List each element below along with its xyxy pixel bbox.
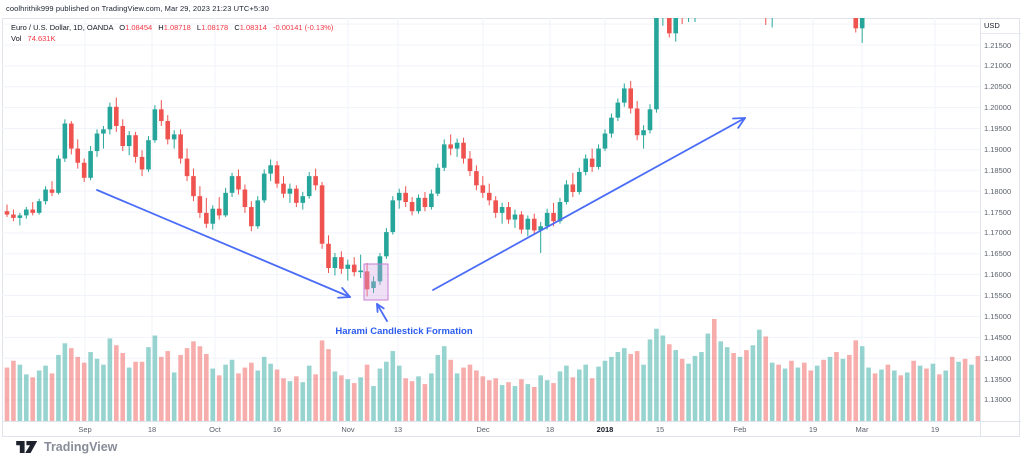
time-tick-label: 15 <box>655 425 665 434</box>
volume-label: Vol <box>11 34 22 43</box>
price-tick-label: 1.21000 <box>984 61 1012 71</box>
chart-widget-frame <box>2 18 1020 437</box>
time-axis-divider <box>2 421 1021 422</box>
high-value: 1.08718 <box>163 23 191 32</box>
tradingview-logo[interactable]: TradingView <box>16 440 117 454</box>
downtrend-arrow[interactable] <box>96 189 351 299</box>
change-value: -0.00141 (-0.13%) <box>272 23 334 32</box>
candles-layer <box>4 18 865 297</box>
time-tick-label: 18 <box>147 425 157 434</box>
volume-layer <box>4 319 980 421</box>
time-tick-label: 13 <box>393 425 403 434</box>
time-tick-label: Mar <box>855 425 869 434</box>
open-label: O <box>119 23 126 32</box>
price-tick-label: 1.13500 <box>984 374 1012 384</box>
time-tick-label: Feb <box>733 425 747 434</box>
time-tick-label: 18 <box>545 425 555 434</box>
time-tick-label: 16 <box>272 425 282 434</box>
tradingview-mark-icon <box>16 441 38 453</box>
low-value: 1.08178 <box>201 23 229 32</box>
price-tick-label: 1.18000 <box>984 186 1012 196</box>
currency-label-divider <box>981 33 1021 34</box>
time-tick-label: 2018 <box>596 425 614 434</box>
price-tick-label: 1.20500 <box>984 82 1012 92</box>
legend-row-volume: Vol 74.631K <box>11 33 333 44</box>
price-tick-label: 1.21500 <box>984 40 1012 50</box>
time-tick-label: Nov <box>341 425 355 434</box>
harami-annotation-label[interactable]: Harami Candlestick Formation <box>335 326 473 337</box>
time-tick-label: Sep <box>78 425 92 434</box>
chart-canvas[interactable] <box>2 18 980 421</box>
close-label: C <box>234 23 240 32</box>
close-value: 1.08314 <box>239 23 267 32</box>
harami-pointer-arrow[interactable] <box>376 303 388 322</box>
price-tick-label: 1.13000 <box>984 395 1012 405</box>
price-tick-label: 1.20000 <box>984 103 1012 113</box>
price-tick-label: 1.17000 <box>984 228 1012 238</box>
low-label: L <box>196 23 202 32</box>
time-tick-label: Dec <box>476 425 490 434</box>
time-tick-label: Oct <box>209 425 221 434</box>
volume-value: 74.631K <box>27 34 56 43</box>
price-axis-divider <box>980 18 981 437</box>
legend-row-symbol: Euro / U.S. Dollar, 1D, OANDA O1.08454 H… <box>11 22 333 33</box>
uptrend-arrow[interactable] <box>432 117 746 291</box>
price-tick-label: 1.16500 <box>984 249 1012 259</box>
price-tick-label: 1.17500 <box>984 207 1012 217</box>
harami-highlight-box[interactable] <box>363 263 389 301</box>
currency-label: USD <box>984 21 1000 30</box>
price-tick-label: 1.19500 <box>984 124 1012 134</box>
open-value: 1.08454 <box>125 23 153 32</box>
high-label: H <box>158 23 164 32</box>
price-tick-label: 1.15500 <box>984 291 1012 301</box>
attribution-text: coolhrithik999 published on TradingView.… <box>6 4 269 13</box>
time-tick-label: 19 <box>930 425 940 434</box>
time-tick-label: 19 <box>808 425 818 434</box>
price-tick-label: 1.15000 <box>984 311 1012 321</box>
price-tick-label: 1.14500 <box>984 332 1012 342</box>
price-tick-label: 1.14000 <box>984 353 1012 363</box>
price-tick-label: 1.19000 <box>984 144 1012 154</box>
price-tick-label: 1.16000 <box>984 270 1012 280</box>
symbol-legend: Euro / U.S. Dollar, 1D, OANDA O1.08454 H… <box>11 22 333 44</box>
tradingview-logo-text: TradingView <box>44 440 118 454</box>
symbol-title: Euro / U.S. Dollar, 1D, OANDA <box>11 23 114 32</box>
price-tick-label: 1.18500 <box>984 165 1012 175</box>
